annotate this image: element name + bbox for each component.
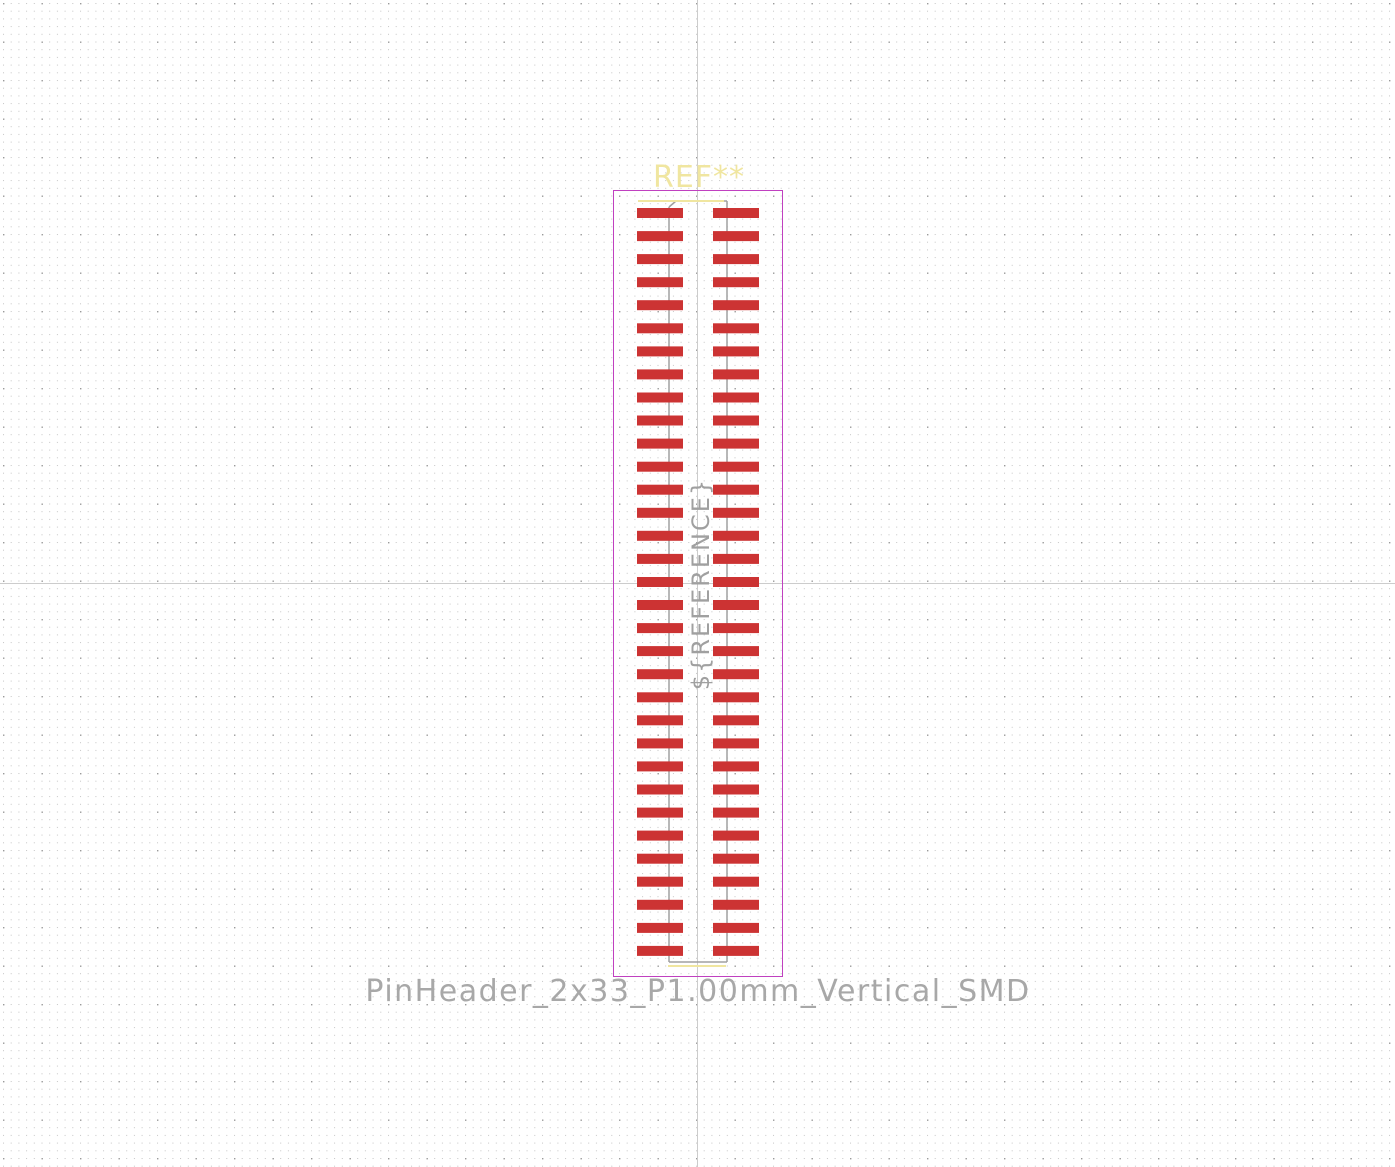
pad-16[interactable]: [713, 369, 759, 380]
pad-24[interactable]: [713, 461, 759, 472]
pad-7[interactable]: [637, 277, 683, 288]
pad-33[interactable]: [637, 577, 683, 587]
pad-40[interactable]: [713, 646, 759, 657]
pad-31[interactable]: [637, 553, 683, 564]
pad-50[interactable]: [713, 761, 759, 772]
pad-32[interactable]: [713, 553, 759, 564]
pad-21[interactable]: [637, 438, 683, 449]
pad-11[interactable]: [637, 323, 683, 334]
pad-47[interactable]: [637, 738, 683, 749]
pad-37[interactable]: [637, 623, 683, 634]
pad-2[interactable]: [713, 208, 759, 218]
pad-63[interactable]: [637, 922, 683, 933]
pad-1[interactable]: [637, 208, 683, 218]
pad-12[interactable]: [713, 323, 759, 334]
silkscreen-layer: [638, 200, 726, 967]
pad-4[interactable]: [713, 231, 759, 242]
pad-49[interactable]: [637, 761, 683, 772]
pad-65[interactable]: [637, 945, 683, 956]
pad-61[interactable]: [637, 899, 683, 910]
pad-5[interactable]: [637, 254, 683, 265]
pad-14[interactable]: [713, 346, 759, 357]
pad-29[interactable]: [637, 530, 683, 541]
pad-30[interactable]: [713, 530, 759, 541]
pad-41[interactable]: [637, 669, 683, 680]
pad-57[interactable]: [637, 853, 683, 864]
pad-52[interactable]: [713, 784, 759, 795]
pad-66[interactable]: [713, 945, 759, 956]
pad-17[interactable]: [637, 392, 683, 403]
pad-34[interactable]: [713, 577, 759, 587]
reference-text[interactable]: REF**: [653, 160, 745, 195]
pad-27[interactable]: [637, 507, 683, 518]
pad-42[interactable]: [713, 669, 759, 680]
pad-38[interactable]: [713, 623, 759, 634]
pad-54[interactable]: [713, 807, 759, 818]
pad-56[interactable]: [713, 830, 759, 841]
pad-3[interactable]: [637, 231, 683, 242]
pad-8[interactable]: [713, 277, 759, 288]
pad-13[interactable]: [637, 346, 683, 357]
pad-51[interactable]: [637, 784, 683, 795]
pad-20[interactable]: [713, 415, 759, 426]
pad-6[interactable]: [713, 254, 759, 265]
pad-59[interactable]: [637, 876, 683, 887]
pad-23[interactable]: [637, 461, 683, 472]
pad-60[interactable]: [713, 876, 759, 887]
pad-22[interactable]: [713, 438, 759, 449]
pad-28[interactable]: [713, 507, 759, 518]
pad-10[interactable]: [713, 300, 759, 311]
pad-53[interactable]: [637, 807, 683, 818]
pad-62[interactable]: [713, 899, 759, 910]
pad-48[interactable]: [713, 738, 759, 749]
pad-25[interactable]: [637, 484, 683, 495]
pad-18[interactable]: [713, 392, 759, 403]
pad-55[interactable]: [637, 830, 683, 841]
pad-43[interactable]: [637, 692, 683, 703]
pad-26[interactable]: [713, 484, 759, 495]
pad-9[interactable]: [637, 300, 683, 311]
pad-64[interactable]: [713, 922, 759, 933]
major-grid: [3, 3, 1391, 1160]
pad-46[interactable]: [713, 715, 759, 726]
value-text[interactable]: PinHeader_2x33_P1.00mm_Vertical_SMD: [365, 974, 1030, 1009]
pad-35[interactable]: [637, 600, 683, 610]
pad-44[interactable]: [713, 692, 759, 703]
pad-58[interactable]: [713, 853, 759, 864]
pad-array: [637, 208, 759, 956]
pad-45[interactable]: [637, 715, 683, 726]
pad-15[interactable]: [637, 369, 683, 380]
pad-36[interactable]: [713, 600, 759, 610]
pad-19[interactable]: [637, 415, 683, 426]
pad-39[interactable]: [637, 646, 683, 657]
fab-reference-text: ${REFERENCE}: [687, 478, 715, 690]
courtyard-outline: [613, 190, 783, 977]
